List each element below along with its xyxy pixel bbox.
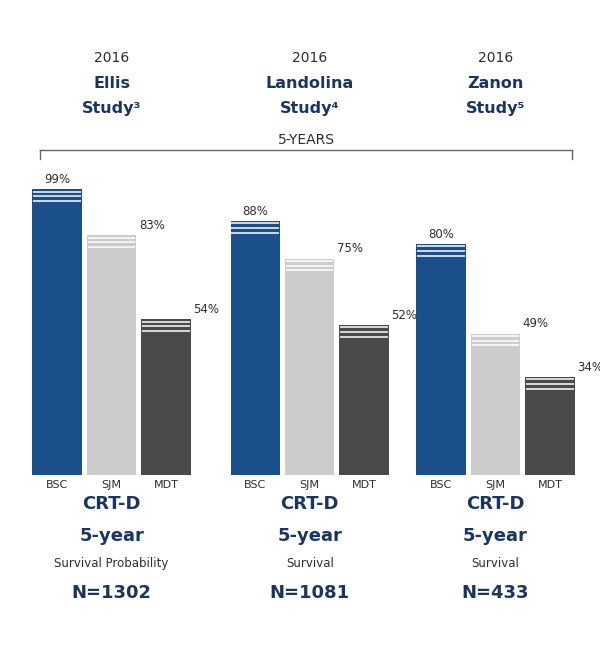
Text: CRT-D: CRT-D — [82, 495, 141, 513]
Text: 2016: 2016 — [94, 51, 130, 65]
Text: 5-year: 5-year — [463, 527, 528, 545]
Bar — [142, 319, 191, 475]
Bar — [470, 334, 520, 475]
Text: CRT-D: CRT-D — [280, 495, 339, 513]
Text: 99%: 99% — [44, 173, 70, 186]
Bar — [285, 259, 334, 475]
Text: CRT-D: CRT-D — [466, 495, 524, 513]
Text: 54%: 54% — [193, 303, 220, 316]
Text: N=433: N=433 — [461, 584, 529, 602]
Text: Landolina: Landolina — [266, 76, 354, 91]
Text: 83%: 83% — [139, 219, 165, 232]
Text: Ellis: Ellis — [93, 76, 130, 91]
Text: Study⁴: Study⁴ — [280, 101, 340, 116]
Text: 5-year: 5-year — [277, 527, 342, 545]
Bar — [87, 235, 136, 475]
Bar — [32, 190, 82, 475]
Text: 34%: 34% — [577, 360, 600, 374]
Text: 5-YEARS: 5-YEARS — [278, 133, 335, 148]
Text: 2016: 2016 — [478, 51, 513, 65]
Text: Zanon: Zanon — [467, 76, 524, 91]
Bar — [230, 221, 280, 475]
Text: 2016: 2016 — [292, 51, 328, 65]
Text: Study⁵: Study⁵ — [466, 101, 525, 116]
Bar — [525, 377, 575, 475]
Bar — [340, 325, 389, 475]
Text: Survival Probability: Survival Probability — [55, 557, 169, 570]
Text: 88%: 88% — [242, 205, 268, 217]
Bar — [416, 244, 466, 475]
Text: Survival: Survival — [286, 557, 334, 570]
Text: Survival: Survival — [472, 557, 520, 570]
Text: 49%: 49% — [523, 317, 549, 331]
Text: N=1081: N=1081 — [269, 584, 350, 602]
Text: 75%: 75% — [337, 242, 363, 255]
Text: Study³: Study³ — [82, 101, 142, 116]
Text: 52%: 52% — [391, 309, 418, 322]
Text: 5-year: 5-year — [79, 527, 144, 545]
Text: 80%: 80% — [428, 227, 454, 241]
Text: N=1302: N=1302 — [71, 584, 152, 602]
